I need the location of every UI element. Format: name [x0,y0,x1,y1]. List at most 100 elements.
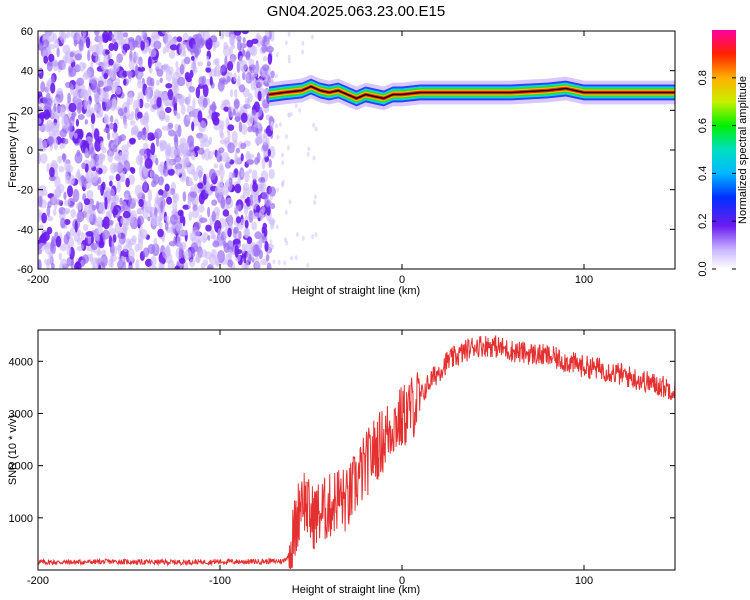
noise-blob [150,255,157,267]
noise-blob [192,66,198,75]
spectrogram-x-ticks: -200 -100 0 100 [27,31,593,286]
noise-blob [258,130,263,141]
noise-blob [234,116,241,122]
noise-blob [202,31,210,41]
noise-blob [99,87,105,97]
noise-blob [240,112,248,124]
noise-blob [82,73,90,80]
noise-blob [137,208,142,215]
snr-x-tick-label: 100 [575,575,593,587]
colorbar-tick-label: 0.6 [697,118,709,133]
noise-blob [162,46,167,55]
noise-blob [124,193,129,201]
noise-blob [287,145,290,151]
noise-blob [156,96,162,108]
noise-blob [77,114,85,120]
noise-blob [157,164,164,173]
noise-blob [207,265,213,269]
noise-blob [82,31,87,38]
noise-blob [101,229,110,240]
noise-blob [263,151,268,158]
noise-blob [211,210,216,222]
noise-blob [128,238,137,246]
noise-blob [266,262,272,269]
noise-blob [254,157,259,165]
spectrogram-y-tick-label: -40 [17,224,33,236]
noise-blob [158,110,166,122]
noise-blob [281,152,284,158]
noise-blob [284,209,288,215]
noise-blob [94,31,100,36]
noise-blob [52,208,57,216]
noise-blob [195,86,201,99]
noise-blob [160,200,164,213]
noise-blob [99,140,104,150]
noise-blob [56,88,63,96]
noise-blob [221,99,230,106]
noise-blob [311,234,315,240]
noise-blob [189,258,196,268]
noise-blob [127,265,134,269]
noise-blob [183,56,191,65]
noise-blob [150,142,156,156]
noise-blob [51,74,55,86]
noise-blob [87,235,92,245]
noise-blob [139,60,143,69]
noise-blob [233,72,237,82]
noise-blob [283,237,287,243]
noise-blob [261,157,266,170]
noise-blob [205,67,212,73]
noise-blob [85,36,91,49]
noise-blob [190,151,196,161]
noise-blob [176,234,182,247]
noise-blob [205,224,212,232]
noise-blob [132,197,137,204]
noise-blob [38,185,47,192]
noise-blob [261,44,268,53]
noise-blob [74,261,82,269]
noise-blob [179,258,186,264]
noise-blob [221,64,226,73]
noise-blob [193,229,201,237]
noise-blob [129,138,136,145]
noise-blob [250,45,258,57]
noise-blob [233,226,239,234]
noise-blob [80,231,85,240]
noise-blob [153,131,159,138]
noise-blob [85,231,94,237]
noise-blob [38,242,47,251]
noise-blob [137,131,143,141]
noise-blob [255,122,262,129]
noise-blob [74,132,78,139]
noise-blob [53,138,58,151]
noise-blob [166,196,173,205]
noise-blob [197,182,204,189]
noise-blob [209,253,217,266]
snr-y-ticks: 1000 2000 3000 4000 [9,356,675,525]
noise-blob [202,97,208,108]
noise-blob [226,76,231,83]
noise-blob [63,138,69,145]
noise-blob [262,135,268,146]
noise-blob [261,206,266,213]
noise-blob [63,199,71,207]
noise-blob [178,143,185,157]
noise-blob [143,180,148,192]
noise-blob [134,184,143,197]
noise-blob [207,206,211,218]
noise-region [38,31,318,269]
noise-blob [175,60,179,68]
noise-blob [116,230,121,239]
noise-blob [46,162,50,173]
noise-blob [82,223,89,232]
noise-blob [248,58,255,67]
noise-blob [111,38,117,44]
noise-blob [240,170,245,178]
noise-blob [216,150,222,163]
noise-blob [74,152,83,164]
noise-blob [265,199,271,208]
noise-blob [60,217,66,229]
noise-blob [165,106,172,114]
noise-blob [113,41,119,52]
noise-blob [313,200,317,205]
